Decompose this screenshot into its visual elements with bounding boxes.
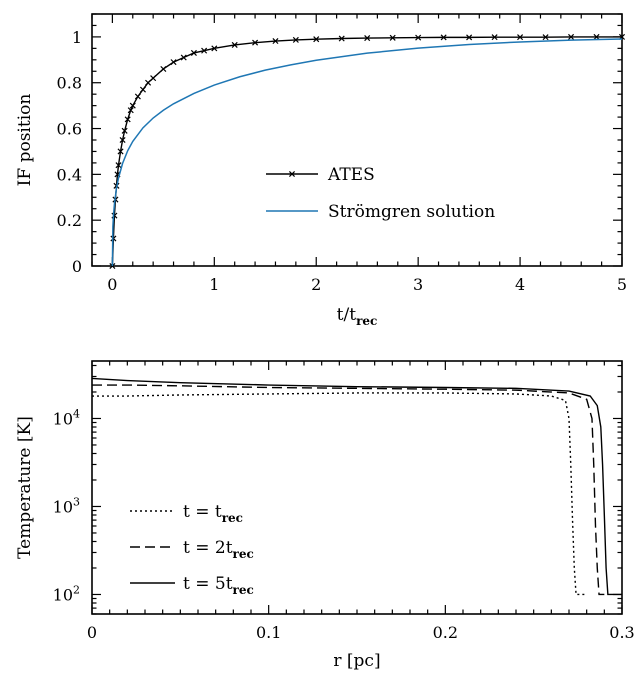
- x-tick-label: 0.3: [609, 623, 634, 642]
- legend-label: ATES: [327, 165, 375, 185]
- x-axis-label: t/trec: [337, 305, 378, 328]
- y-tick-label: 0: [72, 257, 82, 276]
- ates-data-point: [517, 34, 524, 41]
- label-part: rec: [233, 583, 254, 597]
- ates-data-point: [415, 34, 422, 41]
- ates-data-point: [119, 136, 126, 144]
- label-part: 2: [73, 583, 80, 596]
- if-position-chart: 0 1 2 3 4 5 0 0.2 0.4 0.6 0.8 1 t/trec IF position ATE…: [15, 13, 627, 328]
- ates-data-point: [364, 35, 371, 42]
- ates-data-point: [542, 34, 549, 41]
- label-part: 10: [53, 409, 73, 428]
- ates-data-point: [231, 41, 238, 48]
- y-axis-label: IF position: [15, 94, 35, 187]
- ates-data-point: [292, 36, 299, 43]
- x-tick-label: 2: [311, 275, 321, 294]
- label-part: 3: [73, 495, 80, 508]
- legend-label: t = 2trec: [183, 538, 254, 561]
- x-tick-label: 0.2: [433, 623, 458, 642]
- ates-data-point: [124, 116, 131, 123]
- ates-data-point: [389, 34, 396, 41]
- ates-data-point: [440, 34, 447, 41]
- plot-frame-top: [91, 13, 623, 267]
- y-tick-label: 0.4: [57, 165, 82, 184]
- label-part: t = 5t: [183, 574, 233, 594]
- ates-data-point: [139, 86, 146, 93]
- ates-data-point: [466, 34, 473, 41]
- y-tick-label: 104: [53, 407, 80, 428]
- ates-data-point: [160, 65, 167, 73]
- temperature-series-2: [92, 384, 605, 596]
- ates-data-point: [134, 93, 141, 100]
- ates-data-point: [121, 127, 128, 134]
- ates-data-point: [272, 38, 279, 45]
- ates-data-point: [180, 54, 187, 61]
- label-part: 10: [53, 585, 73, 604]
- ates-data-point: [593, 33, 600, 40]
- x-tick-label: 5: [617, 275, 627, 294]
- label-part: 4: [73, 407, 80, 420]
- ates-data-point: [338, 35, 345, 42]
- legend-label: t = 5trec: [183, 574, 254, 597]
- ates-data-point: [117, 148, 124, 155]
- y-tick-label: 0.2: [57, 211, 82, 230]
- plot-frame-bottom: [91, 360, 623, 615]
- x-tick-label: 0: [87, 623, 97, 642]
- label-part: rec: [222, 511, 243, 525]
- label-part: rec: [356, 314, 377, 328]
- temperature-series-1: [92, 392, 587, 596]
- ates-data-point: [252, 39, 259, 46]
- label-part: t = 2t: [183, 538, 233, 558]
- legend-label: Strömgren solution: [328, 202, 495, 222]
- ates-data-point: [129, 102, 136, 109]
- ates-series-line: [111, 36, 622, 267]
- ates-data-point: [491, 34, 498, 41]
- temperature-series-3: [91, 377, 622, 596]
- label-part: 10: [53, 497, 73, 516]
- label-part: rec: [233, 547, 254, 561]
- x-tick-label: 4: [515, 275, 525, 294]
- label-part: t = t: [183, 502, 222, 522]
- y-tick-label: 0.6: [57, 120, 82, 139]
- ates-data-point: [201, 47, 208, 54]
- ates-data-point: [127, 107, 134, 114]
- ates-data-point: [145, 79, 152, 86]
- stromgren-series-line: [111, 38, 623, 267]
- x-tick-label: 3: [413, 275, 423, 294]
- x-tick-label: 0: [107, 275, 117, 294]
- ates-data-point: [313, 36, 320, 43]
- ates-data-point: [170, 59, 177, 66]
- x-tick-label: 1: [209, 275, 219, 294]
- legend-label: t = trec: [183, 502, 243, 525]
- y-tick-label: 102: [53, 583, 80, 604]
- y-tick-label: 0.8: [57, 74, 82, 93]
- y-tick-label: 1: [72, 28, 82, 47]
- x-axis-label: r [pc]: [333, 651, 380, 671]
- ates-data-point: [150, 75, 157, 82]
- ates-data-point: [568, 33, 575, 40]
- ates-data-point: [115, 162, 122, 169]
- x-tick-label: 0.1: [256, 623, 281, 642]
- y-tick-label: 103: [53, 495, 80, 516]
- y-axis-label: Temperature [K]: [15, 416, 35, 559]
- legend-marker: [288, 170, 296, 178]
- ates-data-point: [211, 45, 218, 52]
- label-part: t/t: [337, 305, 357, 325]
- ates-data-point: [190, 49, 197, 56]
